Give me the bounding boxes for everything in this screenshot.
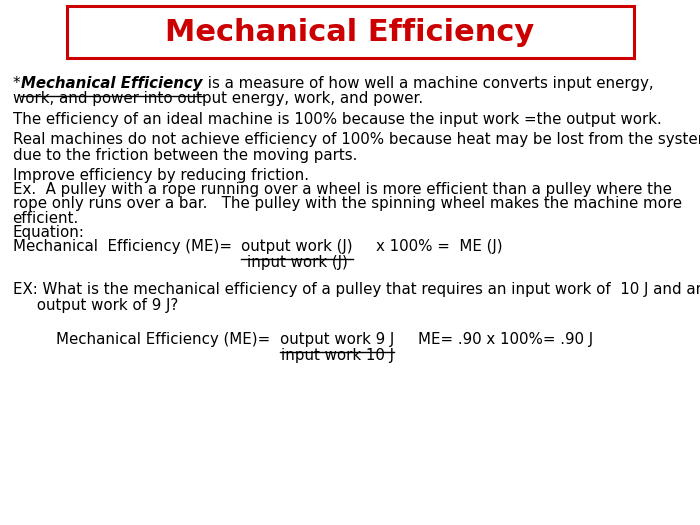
Text: output work (J): output work (J) <box>241 239 353 254</box>
Text: input work (J): input work (J) <box>247 255 348 270</box>
Text: EX: What is the mechanical efficiency of a pulley that requires an input work of: EX: What is the mechanical efficiency of… <box>13 282 700 298</box>
Text: Ex.  A pulley with a rope running over a wheel is more efficient than a pulley w: Ex. A pulley with a rope running over a … <box>13 182 671 197</box>
Text: rope only runs over a bar.   The pulley with the spinning wheel makes the machin: rope only runs over a bar. The pulley wi… <box>13 196 682 212</box>
Text: due to the friction between the moving parts.: due to the friction between the moving p… <box>13 148 357 163</box>
Text: The efficiency of an ideal machine is 100% because the input work =the output wo: The efficiency of an ideal machine is 10… <box>13 112 662 127</box>
Text: is a measure of how well a machine converts input energy,: is a measure of how well a machine conve… <box>202 76 653 91</box>
Text: input work 10 J: input work 10 J <box>281 348 393 363</box>
Text: x 100% =  ME (J): x 100% = ME (J) <box>357 239 503 254</box>
FancyBboxPatch shape <box>66 6 634 58</box>
Text: Improve efficiency by reducing friction.: Improve efficiency by reducing friction. <box>13 168 309 183</box>
Text: Equation:: Equation: <box>13 225 85 240</box>
Text: Mechanical Efficiency (ME)=: Mechanical Efficiency (ME)= <box>56 332 270 347</box>
Text: Real machines do not achieve efficiency of 100% because heat may be lost from th: Real machines do not achieve efficiency … <box>13 132 700 147</box>
Text: ME= .90 x 100%= .90 J: ME= .90 x 100%= .90 J <box>399 332 593 347</box>
Text: output work of 9 J?: output work of 9 J? <box>13 298 178 313</box>
Text: Mechanical Efficiency: Mechanical Efficiency <box>21 76 202 91</box>
Text: efficient.: efficient. <box>13 211 79 226</box>
Text: Mechanical  Efficiency (ME)=: Mechanical Efficiency (ME)= <box>13 239 232 254</box>
Text: Mechanical Efficiency: Mechanical Efficiency <box>165 17 535 47</box>
Text: work, and power into output energy, work, and power.: work, and power into output energy, work… <box>13 91 423 107</box>
Text: *: * <box>13 76 20 91</box>
Text: output work 9 J: output work 9 J <box>280 332 394 347</box>
